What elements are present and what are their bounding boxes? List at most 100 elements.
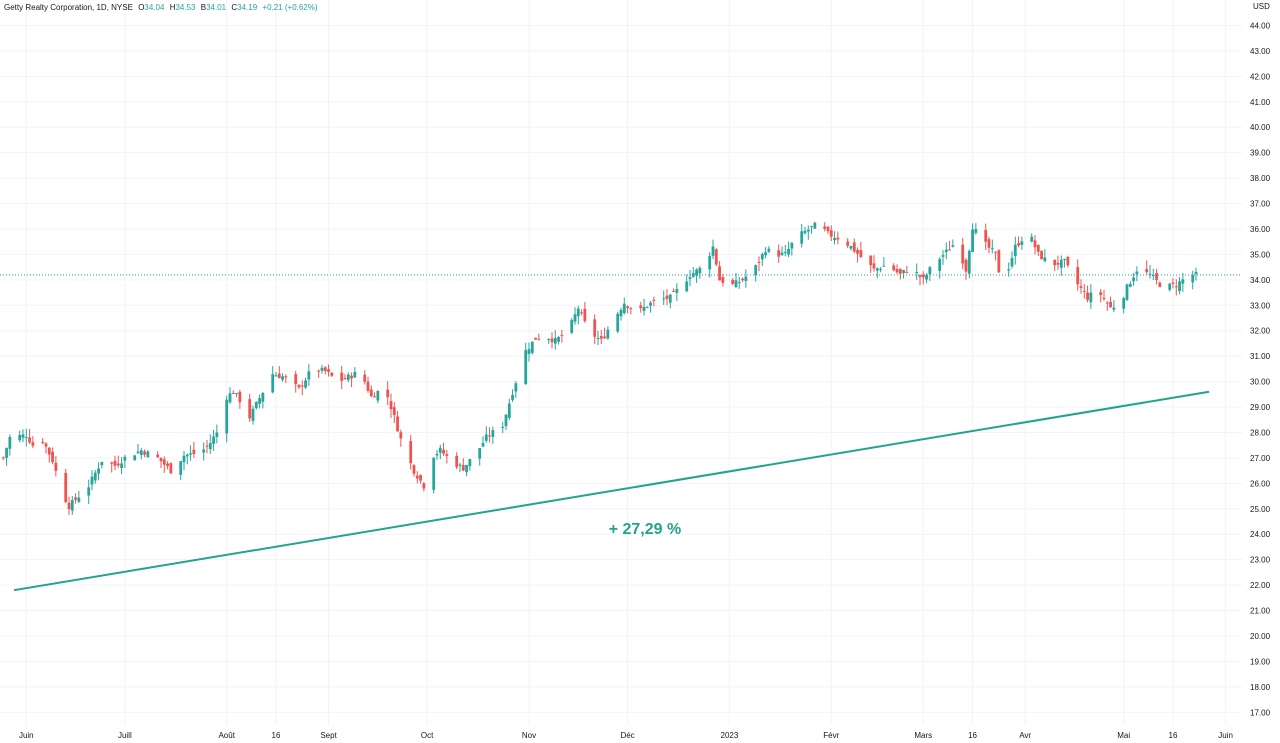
candle-body xyxy=(639,305,643,309)
candle-body xyxy=(415,475,419,479)
candle-body xyxy=(685,281,689,292)
y-tick-label: 28.00 xyxy=(1250,428,1271,437)
x-tick-label: 16 xyxy=(968,731,977,740)
x-tick-label: Juin xyxy=(1218,731,1233,740)
candle-body xyxy=(116,463,120,466)
close-value: 34.19 xyxy=(237,3,258,12)
candle-body xyxy=(409,441,413,464)
candle-body xyxy=(1194,272,1198,275)
candle-body xyxy=(915,271,919,273)
y-tick-label: 31.00 xyxy=(1250,352,1271,361)
candle-body xyxy=(501,426,505,428)
grid xyxy=(0,0,1242,725)
candle-body xyxy=(442,449,445,454)
candle-body xyxy=(248,399,252,419)
candle-body xyxy=(652,299,656,301)
candle-body xyxy=(787,248,790,255)
candle-body xyxy=(205,445,209,447)
candle-body xyxy=(192,449,196,455)
low-label: B xyxy=(200,3,207,12)
candle-body xyxy=(1010,257,1014,267)
candle-body xyxy=(369,389,373,397)
candle-body xyxy=(189,453,192,455)
candle-body xyxy=(300,385,304,387)
x-tick-label: Juin xyxy=(19,731,34,740)
candle-body xyxy=(718,266,721,281)
candle-body xyxy=(1122,298,1126,309)
candle-body xyxy=(143,451,146,455)
candle-body xyxy=(1007,269,1011,271)
y-tick-label: 21.00 xyxy=(1250,607,1271,616)
candle-body xyxy=(47,447,51,455)
candle-body xyxy=(1112,307,1116,310)
candle-body xyxy=(146,451,150,458)
candle-body xyxy=(987,239,991,248)
candle-body xyxy=(258,398,261,404)
candle-body xyxy=(530,341,534,353)
candle-body xyxy=(1059,259,1063,268)
y-tick-label: 30.00 xyxy=(1250,378,1271,387)
candle-body xyxy=(386,389,390,398)
candle-body xyxy=(1135,271,1139,275)
candle-body xyxy=(330,372,334,376)
candle-body xyxy=(961,244,965,264)
candle-body xyxy=(879,268,882,270)
candle-body xyxy=(557,337,560,342)
candle-body xyxy=(323,367,327,372)
candle-body xyxy=(872,263,876,269)
y-tick-label: 40.00 xyxy=(1250,123,1271,132)
candle-body xyxy=(212,436,215,444)
candle-body xyxy=(44,443,48,447)
candle-body xyxy=(215,432,219,438)
candle-body xyxy=(1013,244,1017,257)
candle-body xyxy=(537,339,541,341)
candle-body xyxy=(24,437,28,439)
candle-body xyxy=(810,226,813,228)
candle-body xyxy=(202,449,206,453)
candle-body xyxy=(77,497,81,502)
candle-body xyxy=(64,472,68,503)
candle-body xyxy=(1191,274,1195,283)
candle-body xyxy=(783,252,787,254)
y-tick-label: 35.00 xyxy=(1250,250,1271,259)
candle-body xyxy=(938,259,942,271)
candle-body xyxy=(672,290,675,292)
candle-body xyxy=(74,497,77,500)
candle-body xyxy=(120,463,123,469)
x-tick-label: 16 xyxy=(1169,731,1178,740)
time-axis[interactable]: Juin Juill Août 16 Sept Oct Nov Déc 2023 Févr Mars… xyxy=(19,731,1233,740)
candle-body xyxy=(649,302,652,306)
candle-body xyxy=(1099,292,1103,296)
candle-body xyxy=(261,392,265,402)
candle-body xyxy=(297,384,301,388)
candle-body xyxy=(8,436,12,449)
candle-body xyxy=(826,226,830,232)
candle-body xyxy=(780,252,784,255)
symbol-title: Getty Realty Corporation, 1D, NYSE xyxy=(4,3,133,12)
candle-body xyxy=(87,487,91,496)
y-tick-label: 42.00 xyxy=(1250,72,1271,81)
candle-body xyxy=(18,435,22,441)
candle-body xyxy=(31,442,35,446)
candle-body xyxy=(534,337,537,340)
candle-body xyxy=(573,314,577,322)
candle-body xyxy=(1174,286,1178,288)
candle-body xyxy=(777,250,781,257)
candle-body xyxy=(1040,251,1043,260)
candle-body xyxy=(491,430,495,437)
candle-body xyxy=(1017,242,1020,246)
candle-body xyxy=(754,265,758,276)
candle-body xyxy=(892,265,896,271)
candle-body xyxy=(813,222,817,229)
candle-body xyxy=(271,374,275,393)
candle-body xyxy=(465,464,468,473)
candle-body xyxy=(1033,240,1037,248)
candle-body xyxy=(1145,269,1149,273)
candle-body xyxy=(823,226,827,229)
y-tick-label: 23.00 xyxy=(1250,556,1271,565)
x-tick-label: Déc xyxy=(620,731,634,740)
y-tick-label: 26.00 xyxy=(1250,479,1271,488)
y-tick-label: 33.00 xyxy=(1250,301,1271,310)
price-axis[interactable]: 17.00 18.00 19.00 20.00 21.00 22.00 23.00 24.00… xyxy=(1250,2,1271,717)
